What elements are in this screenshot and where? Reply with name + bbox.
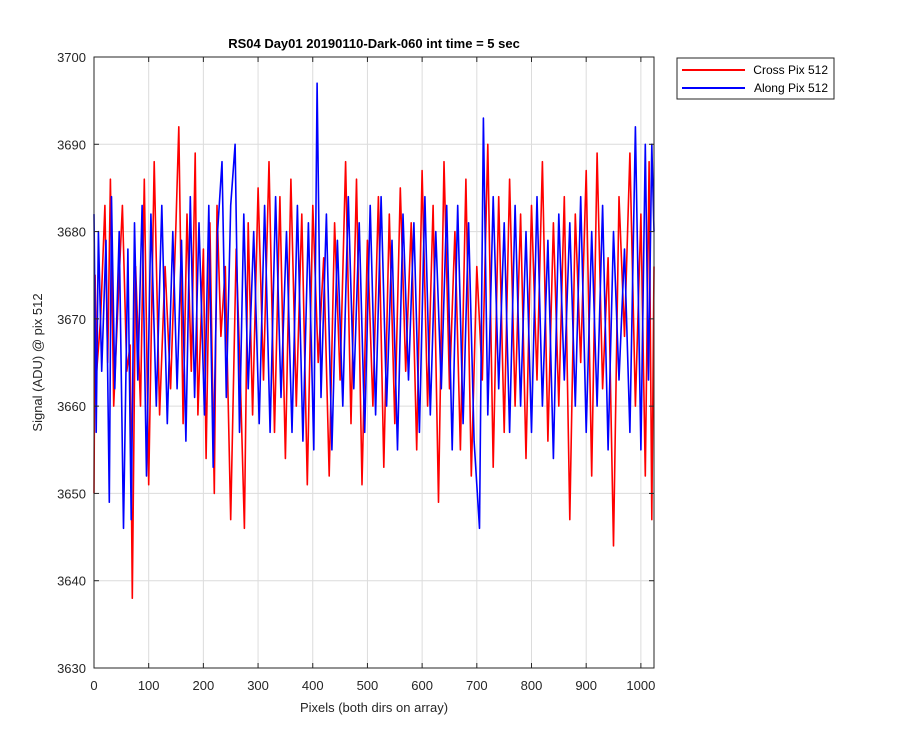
- y-tick-label: 3670: [57, 312, 86, 327]
- x-tick-label: 400: [302, 678, 324, 693]
- x-tick-label: 900: [575, 678, 597, 693]
- grid: [94, 57, 654, 668]
- y-axis-label: Signal (ADU) @ pix 512: [30, 293, 45, 431]
- x-tick-label: 1000: [626, 678, 655, 693]
- y-tick-label: 3660: [57, 399, 86, 414]
- x-tick-label: 700: [466, 678, 488, 693]
- legend[interactable]: Cross Pix 512 Along Pix 512: [676, 57, 835, 100]
- x-tick-label: 800: [521, 678, 543, 693]
- chart-title: RS04 Day01 20190110-Dark-060 int time = …: [228, 36, 520, 51]
- series-layer: [93, 82, 655, 600]
- x-tick-label: 600: [411, 678, 433, 693]
- legend-box: [676, 57, 835, 100]
- x-tick-label: 200: [193, 678, 215, 693]
- legend-label-along: Along Pix 512: [754, 81, 828, 95]
- y-tick-label: 3650: [57, 486, 86, 501]
- legend-label-cross: Cross Pix 512: [753, 63, 828, 77]
- y-tick-label: 3700: [57, 50, 86, 65]
- y-tick-label: 3630: [57, 661, 86, 676]
- y-tick-label: 3690: [57, 137, 86, 152]
- x-tick-label: 0: [90, 678, 97, 693]
- x-tick-label: 300: [247, 678, 269, 693]
- x-tick-label: 500: [357, 678, 379, 693]
- y-tick-label: 3640: [57, 574, 86, 589]
- series-line-cross: [93, 126, 655, 600]
- y-tick-label: 3680: [57, 225, 86, 240]
- ticks: 0 100 200 300 400 500 600 700 800 900 1000 3630 3640…: [57, 50, 655, 693]
- plot-frame: [93, 56, 655, 669]
- series-line-along: [93, 82, 655, 530]
- x-axis-label: Pixels (both dirs on array): [300, 700, 448, 715]
- x-tick-label: 100: [138, 678, 160, 693]
